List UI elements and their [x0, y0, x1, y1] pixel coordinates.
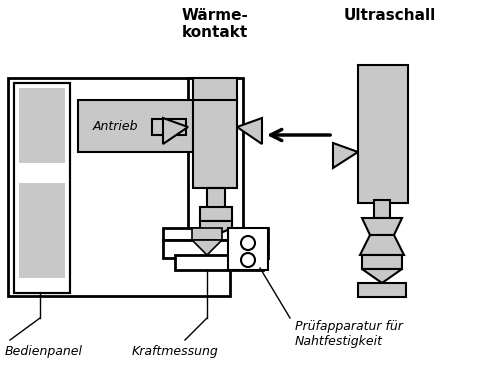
Polygon shape — [360, 235, 404, 255]
Bar — [193, 100, 237, 188]
Bar — [358, 283, 406, 297]
Bar — [188, 78, 243, 233]
Bar — [175, 255, 263, 270]
Bar — [228, 228, 268, 270]
Circle shape — [241, 253, 255, 267]
Text: Kraftmessung: Kraftmessung — [132, 345, 218, 358]
Polygon shape — [200, 221, 232, 235]
Bar — [163, 228, 268, 240]
Text: Prüfapparatur für
Nahtfestigkeit: Prüfapparatur für Nahtfestigkeit — [295, 320, 403, 348]
Bar — [193, 78, 237, 104]
Bar — [192, 228, 222, 240]
Bar — [14, 83, 70, 293]
Bar — [358, 65, 408, 203]
Text: Antrieb: Antrieb — [92, 120, 138, 132]
Text: Ultraschall: Ultraschall — [344, 8, 436, 23]
Bar — [362, 255, 402, 269]
Text: Wärme-
kontakt: Wärme- kontakt — [181, 8, 249, 40]
Bar — [78, 100, 206, 152]
Bar — [200, 207, 232, 221]
Bar — [207, 188, 225, 210]
Bar — [8, 78, 230, 296]
Bar — [163, 240, 268, 258]
Polygon shape — [333, 143, 358, 168]
Circle shape — [241, 236, 255, 250]
Bar — [19, 88, 65, 163]
Bar — [14, 83, 70, 293]
Polygon shape — [163, 118, 188, 144]
Polygon shape — [237, 118, 262, 144]
Polygon shape — [362, 269, 402, 283]
Bar — [19, 183, 65, 278]
Bar — [152, 119, 186, 135]
Polygon shape — [192, 240, 222, 255]
Text: Bedienpanel: Bedienpanel — [5, 345, 83, 358]
Polygon shape — [362, 218, 402, 235]
Bar — [374, 200, 390, 218]
